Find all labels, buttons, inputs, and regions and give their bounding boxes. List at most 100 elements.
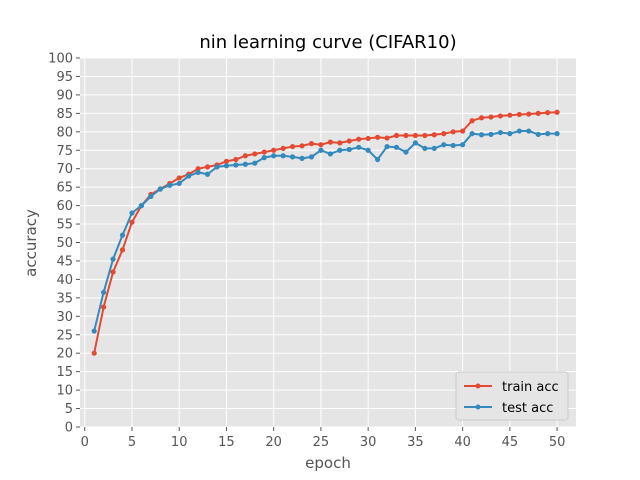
data-point-train-acc [318, 142, 324, 148]
data-point-train-acc [393, 132, 400, 139]
data-point-train-acc [101, 304, 107, 310]
data-point-test-acc [261, 155, 267, 161]
y-tick-label: 40 [56, 273, 73, 288]
x-tick-label: 25 [313, 435, 330, 450]
y-tick-label: 75 [56, 144, 73, 159]
data-point-test-acc [393, 144, 400, 150]
series-train-acc [91, 109, 560, 356]
data-point-test-acc [308, 154, 315, 160]
data-point-train-acc [431, 132, 437, 138]
data-point-train-acc [526, 111, 532, 117]
x-tick-label: 5 [128, 435, 136, 450]
data-point-train-acc [299, 143, 305, 149]
legend-marker-test [475, 404, 481, 410]
x-tick-label: 15 [218, 435, 235, 450]
data-point-train-acc [289, 143, 296, 150]
legend-entry-test: test acc [464, 401, 553, 416]
data-point-train-acc [478, 115, 485, 121]
y-tick-label: 5 [65, 402, 73, 417]
data-point-train-acc [450, 129, 456, 135]
legend: train acc test acc [455, 371, 569, 421]
data-point-train-acc [91, 350, 97, 356]
data-point-test-acc [252, 160, 258, 166]
data-point-train-acc [110, 269, 116, 275]
data-point-test-acc [91, 328, 97, 334]
data-point-test-acc [318, 147, 324, 153]
data-point-train-acc [280, 145, 286, 152]
data-point-test-acc [469, 131, 475, 137]
data-point-train-acc [271, 147, 277, 153]
data-point-train-acc [327, 139, 333, 145]
data-point-test-acc [545, 131, 551, 137]
y-tick-label: 70 [56, 162, 73, 177]
y-tick-label: 95 [56, 70, 73, 85]
data-point-train-acc [129, 219, 135, 225]
data-point-train-acc [252, 151, 258, 157]
x-tick-label: 20 [265, 435, 282, 450]
y-tick-label: 90 [56, 88, 73, 103]
data-point-test-acc [157, 186, 163, 192]
y-tick-label: 100 [48, 52, 73, 67]
data-point-test-acc [375, 156, 381, 163]
data-point-test-acc [223, 163, 230, 169]
data-point-test-acc [526, 128, 532, 134]
y-axis-ticks: 0 5 10 15 20 25 30 35 40 45 50 55 60 65 70 75 80 85 90 95 10… [48, 52, 80, 436]
data-point-test-acc [403, 149, 409, 155]
y-tick-label: 50 [56, 236, 73, 251]
x-axis-ticks: 0 5 10 15 20 25 30 35 40 45 50 [81, 427, 566, 450]
data-point-train-acc [308, 141, 315, 147]
data-point-test-acc [516, 128, 522, 134]
legend-label-train: train acc [502, 380, 559, 395]
data-point-test-acc [441, 142, 447, 148]
y-tick-label: 25 [56, 328, 73, 343]
data-point-test-acc [535, 131, 541, 137]
data-point-test-acc [384, 143, 390, 150]
y-tick-label: 30 [56, 310, 73, 325]
data-point-train-acc [384, 135, 390, 141]
data-point-test-acc [327, 151, 333, 157]
y-tick-label: 65 [56, 181, 73, 196]
data-point-test-acc [195, 169, 201, 175]
data-point-test-acc [204, 171, 211, 177]
data-point-test-acc [431, 145, 437, 152]
x-tick-label: 50 [549, 435, 566, 450]
data-point-train-acc [488, 114, 494, 120]
y-tick-label: 0 [65, 421, 73, 436]
data-point-train-acc [422, 132, 428, 139]
data-point-train-acc [204, 164, 211, 170]
y-tick-label: 35 [56, 291, 73, 306]
data-point-test-acc [299, 155, 305, 161]
x-tick-label: 35 [407, 435, 424, 450]
y-tick-label: 60 [56, 199, 73, 214]
data-point-test-acc [450, 142, 456, 149]
data-point-test-acc [488, 131, 494, 137]
y-axis-label: accuracy [22, 209, 40, 277]
y-tick-label: 55 [56, 218, 73, 233]
data-point-test-acc [412, 140, 418, 146]
y-tick-label: 10 [56, 384, 73, 399]
data-point-train-acc [261, 149, 267, 155]
data-point-train-acc [233, 156, 239, 163]
chart-title: nin learning curve (CIFAR10) [199, 32, 456, 53]
data-point-test-acc [460, 142, 466, 148]
x-tick-label: 10 [171, 435, 188, 450]
x-tick-label: 0 [81, 435, 89, 450]
series-group [91, 109, 560, 356]
y-tick-label: 20 [56, 347, 73, 362]
y-tick-label: 15 [56, 365, 73, 380]
data-point-test-acc [271, 153, 277, 159]
x-tick-label: 40 [454, 435, 471, 450]
grid-lines [80, 57, 576, 428]
data-point-test-acc [119, 232, 126, 238]
data-point-train-acc [412, 132, 418, 139]
data-point-test-acc [478, 132, 485, 138]
data-point-train-acc [535, 110, 541, 116]
y-tick-label: 80 [56, 125, 73, 140]
data-point-test-acc [346, 146, 352, 153]
data-point-test-acc [101, 289, 107, 295]
data-point-test-acc [289, 154, 296, 160]
data-point-test-acc [186, 173, 192, 179]
x-axis-label: epoch [305, 454, 351, 472]
data-point-train-acc [337, 140, 343, 146]
